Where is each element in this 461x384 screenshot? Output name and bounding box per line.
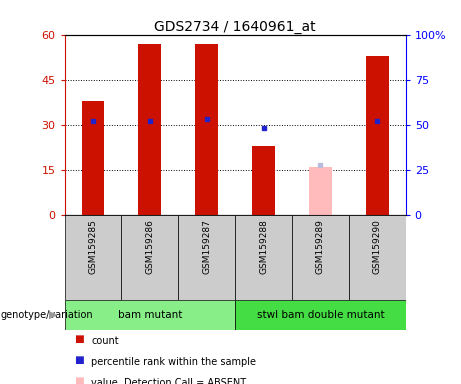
Text: count: count [91, 336, 119, 346]
Bar [82, 101, 104, 215]
Text: stwl bam double mutant: stwl bam double mutant [257, 310, 384, 320]
Text: GSM159289: GSM159289 [316, 219, 325, 274]
Bar [65, 215, 121, 300]
Text: genotype/variation: genotype/variation [0, 310, 93, 320]
Bar [121, 215, 178, 300]
Bar [309, 167, 332, 215]
Text: GSM159286: GSM159286 [145, 219, 154, 274]
Bar [235, 215, 292, 300]
Text: bam mutant: bam mutant [118, 310, 182, 320]
Text: percentile rank within the sample: percentile rank within the sample [91, 357, 256, 367]
Bar [65, 300, 235, 330]
Bar [349, 215, 406, 300]
Bar [138, 44, 161, 215]
Text: ■: ■ [74, 334, 83, 344]
Text: GSM159287: GSM159287 [202, 219, 211, 274]
Bar [366, 56, 389, 215]
Text: GSM159288: GSM159288 [259, 219, 268, 274]
Text: ▶: ▶ [49, 310, 57, 320]
Text: GSM159285: GSM159285 [89, 219, 97, 274]
Text: ■: ■ [74, 355, 83, 365]
Text: value, Detection Call = ABSENT: value, Detection Call = ABSENT [91, 378, 246, 384]
Bar [292, 215, 349, 300]
Text: ■: ■ [74, 376, 83, 384]
Bar [252, 146, 275, 215]
Bar [178, 215, 235, 300]
Bar [235, 300, 406, 330]
Bar [195, 44, 218, 215]
Title: GDS2734 / 1640961_at: GDS2734 / 1640961_at [154, 20, 316, 33]
Text: GSM159290: GSM159290 [373, 219, 382, 274]
